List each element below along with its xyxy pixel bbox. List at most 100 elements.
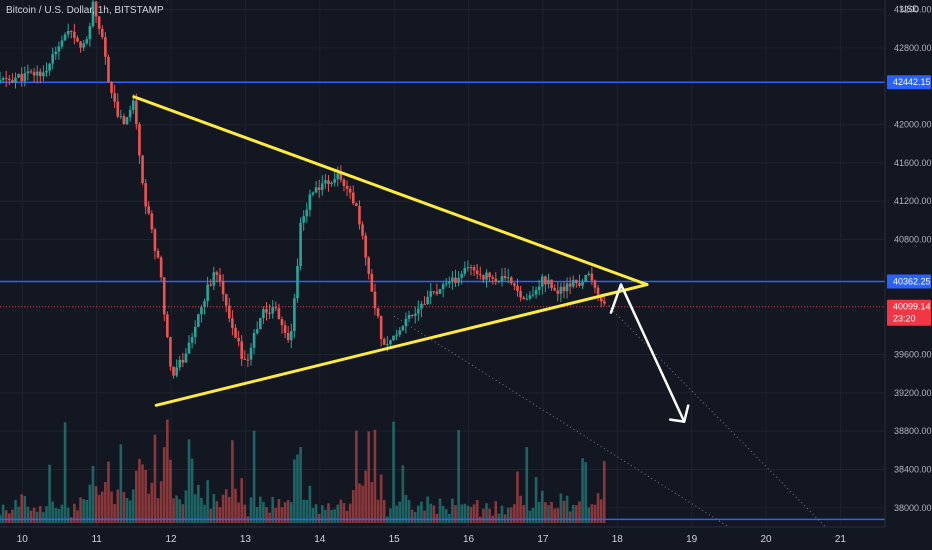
volume-bar <box>358 483 361 523</box>
time-tick-label: 17 <box>537 534 549 545</box>
volume-bar <box>355 430 358 523</box>
candle-body <box>35 71 39 76</box>
symbol-title[interactable]: Bitcoin / U.S. Dollar, 1h, BITSTAMP <box>6 5 164 16</box>
time-tick-label: 15 <box>389 534 401 545</box>
candle-body <box>243 358 247 360</box>
volume-bar <box>413 511 417 523</box>
candle-body <box>63 34 67 41</box>
candle-body <box>265 309 268 313</box>
volume-bar <box>559 493 563 523</box>
candle-body <box>370 273 374 292</box>
volume-bar <box>305 499 309 523</box>
time-tick-label: 12 <box>165 534 177 545</box>
volume-bar <box>395 505 398 523</box>
candle-body <box>150 213 154 230</box>
candle-body <box>519 290 522 298</box>
volume-bar <box>203 504 206 523</box>
candle-body <box>128 110 132 118</box>
candle-body <box>401 326 405 331</box>
projection-arrow-head <box>668 404 690 423</box>
current-price-tag <box>887 299 931 326</box>
volume-bar <box>200 497 203 523</box>
candle-body <box>547 279 550 285</box>
candle-body <box>224 294 228 306</box>
candle-body <box>367 257 371 274</box>
volume-bar <box>550 501 553 523</box>
volume-bar <box>17 506 20 523</box>
volume-bar <box>224 489 228 523</box>
volume-bar <box>181 504 185 523</box>
volume-bar <box>429 503 433 523</box>
candle-body <box>187 342 191 354</box>
candle-body <box>147 206 151 214</box>
volume-bar <box>277 499 281 523</box>
time-tick-label: 10 <box>17 534 29 545</box>
level-price-tag-label: 42442.15 <box>893 77 931 87</box>
volume-bar <box>311 507 315 523</box>
currency-badge[interactable]: USD <box>900 4 920 14</box>
price-tick-label: 38000.00 <box>894 503 932 513</box>
volume-bar <box>82 499 85 523</box>
volume-bar <box>423 510 426 523</box>
candle-body <box>29 71 33 73</box>
volume-bar <box>54 507 58 523</box>
candle-body <box>562 286 566 292</box>
volume-bars <box>0 419 606 523</box>
volume-bar <box>364 470 367 523</box>
candle-body <box>358 206 361 225</box>
candle-body <box>565 283 569 292</box>
volume-bar <box>308 485 312 523</box>
candle-body <box>162 277 166 315</box>
volume-bar <box>466 505 470 523</box>
volume-bar <box>187 439 191 523</box>
price-tick-label: 39200.00 <box>894 388 932 398</box>
price-axis[interactable]: 43200.00 42800.00 42000.00 41600.00 41200.00… <box>894 5 932 513</box>
horizontal-levels <box>0 81 885 521</box>
candle-body <box>141 155 144 184</box>
volume-bar <box>243 504 247 523</box>
candle-body <box>190 337 194 343</box>
candle-body <box>153 229 157 251</box>
candle-body <box>503 276 507 279</box>
volume-bar <box>528 510 532 523</box>
price-tick-label: 41600.00 <box>894 158 932 168</box>
volume-bar <box>296 454 299 523</box>
volume-bar <box>48 464 51 523</box>
candle-body <box>317 187 321 190</box>
candle-body <box>537 286 541 290</box>
candle-body <box>203 301 206 308</box>
volume-bar <box>138 458 141 523</box>
candle-body <box>240 341 244 359</box>
candle-body <box>110 82 113 94</box>
volume-bar <box>522 505 525 523</box>
volume-bar <box>494 501 498 523</box>
candle-body <box>11 79 14 83</box>
volume-bar <box>314 504 318 523</box>
candle-body <box>252 333 256 348</box>
candle-body <box>525 298 529 300</box>
candle-body <box>69 30 73 32</box>
volume-bar <box>113 504 116 523</box>
volume-bar <box>293 459 296 523</box>
price-tick-label: 38800.00 <box>894 426 932 436</box>
volume-bar <box>348 503 352 523</box>
volume-bar <box>345 510 349 523</box>
candle-body <box>289 331 293 341</box>
candle-body <box>457 277 460 283</box>
candle-body <box>184 353 188 363</box>
volume-bar <box>472 504 476 523</box>
volume-bar <box>215 501 219 523</box>
candle-body <box>513 283 516 286</box>
candle-body <box>336 173 340 180</box>
candle-body <box>246 359 250 361</box>
projection-arrow-shaft <box>619 283 686 423</box>
candle-body <box>45 70 48 73</box>
time-axis[interactable]: 10 11 12 13 14 15 16 17 18 19 20 21 <box>17 534 847 545</box>
volume-bar <box>578 501 581 523</box>
volume-bar <box>218 507 222 523</box>
volume-bar <box>444 509 448 523</box>
volume-bar <box>382 500 386 523</box>
candle-body <box>451 277 454 282</box>
volume-bar <box>568 511 572 523</box>
